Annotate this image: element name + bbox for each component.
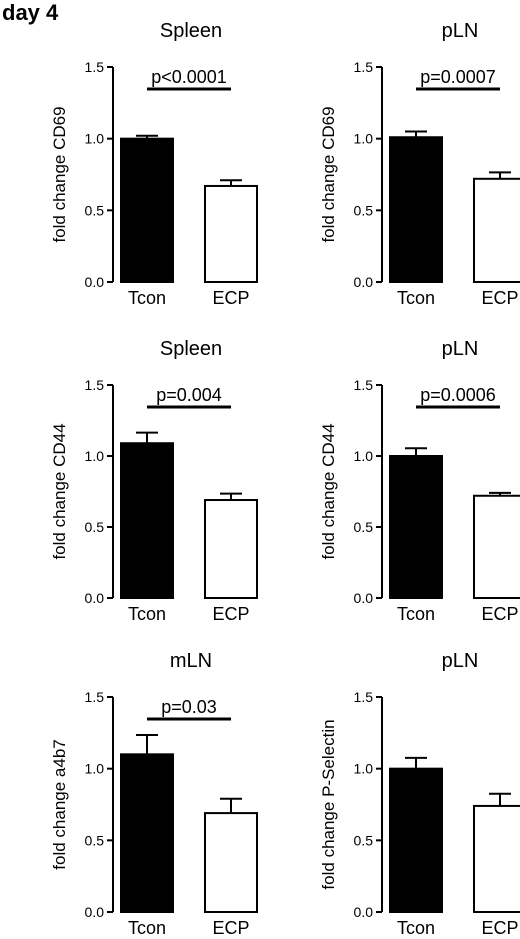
- chart-panel-4: pLN 0.0 0.5 1.0 1.5 fold change CD44 Tcon ECP p=…: [319, 338, 520, 624]
- category-label: ECP: [212, 918, 249, 938]
- y-axis-label: fold change CD44: [319, 423, 338, 559]
- y-tick-label: 0.0: [85, 904, 105, 920]
- y-tick-label: 0.0: [85, 274, 105, 290]
- y-tick-label: 1.0: [85, 131, 105, 147]
- y-tick-label: 1.0: [354, 761, 374, 777]
- chart-title: pLN: [442, 338, 479, 360]
- y-tick-label: 0.0: [354, 274, 374, 290]
- y-tick-label: 1.5: [85, 377, 105, 393]
- bar-tcon: [389, 136, 443, 283]
- category-label: ECP: [212, 288, 249, 308]
- category-label: Tcon: [128, 918, 166, 938]
- y-axis-label: fold change P-Selectin: [319, 719, 338, 889]
- y-tick-label: 1.5: [354, 689, 374, 705]
- bar-tcon: [120, 137, 174, 283]
- y-tick-label: 1.5: [85, 59, 105, 75]
- y-tick-label: 0.5: [85, 832, 105, 848]
- bar-tcon: [120, 753, 174, 913]
- y-axis-label: fold change CD69: [319, 106, 338, 242]
- category-label: ECP: [481, 918, 518, 938]
- y-tick-label: 1.5: [85, 689, 105, 705]
- y-tick-label: 0.0: [354, 904, 374, 920]
- y-tick-label: 0.5: [85, 202, 105, 218]
- chart-panel-2: pLN 0.0 0.5 1.0 1.5 fold change CD69 Tcon ECP p=…: [319, 20, 520, 308]
- y-axis-label: fold change a4b7: [50, 739, 69, 869]
- category-label: Tcon: [128, 604, 166, 624]
- category-label: Tcon: [128, 288, 166, 308]
- category-label: ECP: [481, 604, 518, 624]
- y-tick-label: 0.5: [354, 202, 374, 218]
- chart-panel-3: Spleen 0.0 0.5 1.0 1.5 fold change CD44 Tcon EC…: [50, 338, 258, 624]
- category-label: Tcon: [397, 918, 435, 938]
- y-tick-label: 1.0: [85, 448, 105, 464]
- category-label: Tcon: [397, 288, 435, 308]
- bar-ecp: [204, 812, 258, 913]
- bar-ecp: [204, 499, 258, 599]
- y-tick-label: 1.5: [354, 59, 374, 75]
- y-axis-label: fold change CD44: [50, 423, 69, 559]
- chart-panel-6: pLN 0.0 0.5 1.0 1.5 fold change P-Selectin Tco…: [319, 650, 520, 938]
- y-tick-label: 0.5: [85, 519, 105, 535]
- bar-tcon: [389, 455, 443, 599]
- p-value-label: p=0.03: [161, 697, 217, 717]
- y-tick-label: 0.5: [354, 519, 374, 535]
- chart-title: pLN: [442, 20, 479, 42]
- bar-tcon: [389, 767, 443, 914]
- y-tick-label: 0.5: [354, 832, 374, 848]
- category-label: Tcon: [397, 604, 435, 624]
- y-tick-label: 1.0: [354, 131, 374, 147]
- bar-ecp: [473, 804, 520, 914]
- page-label: day 4: [2, 0, 59, 25]
- y-tick-label: 0.0: [354, 590, 374, 606]
- category-label: ECP: [212, 604, 249, 624]
- chart-panel-5: mLN 0.0 0.5 1.0 1.5 fold change a4b7 Tcon ECP p=…: [50, 650, 258, 938]
- bar-ecp: [204, 184, 258, 283]
- bar-ecp: [473, 494, 520, 600]
- category-label: ECP: [481, 288, 518, 308]
- chart-title: mLN: [170, 650, 212, 672]
- p-value-label: p=0.0007: [420, 67, 496, 87]
- y-tick-label: 1.0: [85, 761, 105, 777]
- chart-title: Spleen: [160, 20, 222, 42]
- bar-tcon: [120, 442, 174, 599]
- p-value-label: p<0.0001: [151, 67, 227, 87]
- y-tick-label: 1.5: [354, 377, 374, 393]
- y-tick-label: 1.0: [354, 448, 374, 464]
- y-axis-label: fold change CD69: [50, 106, 69, 242]
- chart-panel-1: Spleen 0.0 0.5 1.0 1.5 fold change CD69 Tcon EC…: [50, 20, 258, 308]
- bar-ecp: [473, 177, 520, 283]
- p-value-label: p=0.004: [156, 385, 222, 405]
- y-tick-label: 0.0: [85, 590, 105, 606]
- chart-title: pLN: [442, 650, 479, 672]
- chart-title: Spleen: [160, 338, 222, 360]
- p-value-label: p=0.0006: [420, 385, 496, 405]
